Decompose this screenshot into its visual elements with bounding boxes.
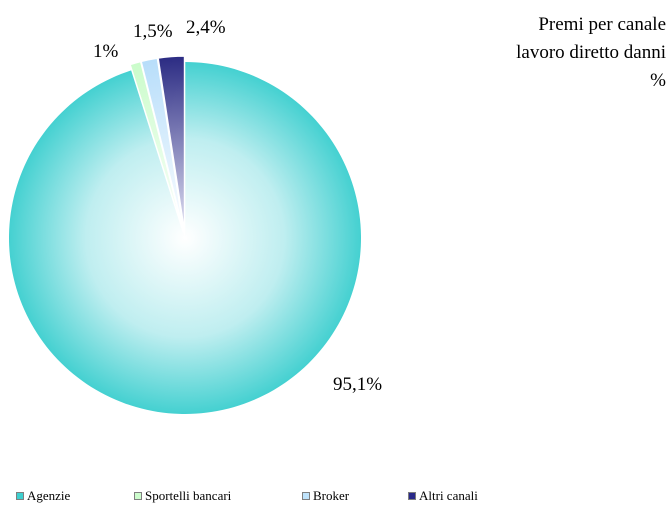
data-label-agenzie: 95,1%: [333, 374, 382, 395]
data-label-broker: 1,5%: [133, 21, 173, 42]
legend-item-altri-canali: Altri canali: [408, 489, 478, 502]
legend-item-broker: Broker: [302, 489, 408, 502]
chart-legend: Agenzie Sportelli bancari Broker Altri c…: [16, 489, 478, 502]
data-label-sportelli-bancari: 1%: [93, 41, 119, 62]
legend-label-agenzie: Agenzie: [27, 488, 71, 503]
chart-title-line-3: %: [650, 70, 666, 91]
pie-slice-altri-canali: [157, 55, 186, 233]
legend-label-altri-canali: Altri canali: [419, 488, 478, 503]
legend-item-sportelli-bancari: Sportelli bancari: [134, 489, 302, 502]
legend-label-sportelli-bancari: Sportelli bancari: [145, 488, 232, 503]
chart-title-line-1: Premi per canale: [538, 14, 666, 35]
chart-title: Premi per canale lavoro diretto danni %: [516, 14, 666, 91]
pie-slices: [8, 55, 362, 414]
pie-data-labels: 95,1% 1% 1,5% 2,4%: [93, 17, 382, 395]
data-label-altri-canali: 2,4%: [186, 17, 226, 38]
legend-swatch-altri-canali: [408, 491, 416, 500]
pie-slice-agenzie: [8, 62, 362, 414]
legend-item-agenzie: Agenzie: [16, 489, 134, 502]
legend-swatch-agenzie: [16, 491, 24, 500]
legend-swatch-broker: [302, 491, 310, 500]
legend-swatch-sportelli-bancari: [134, 491, 142, 500]
chart-title-line-2: lavoro diretto danni: [516, 42, 666, 63]
legend-label-broker: Broker: [313, 488, 350, 503]
